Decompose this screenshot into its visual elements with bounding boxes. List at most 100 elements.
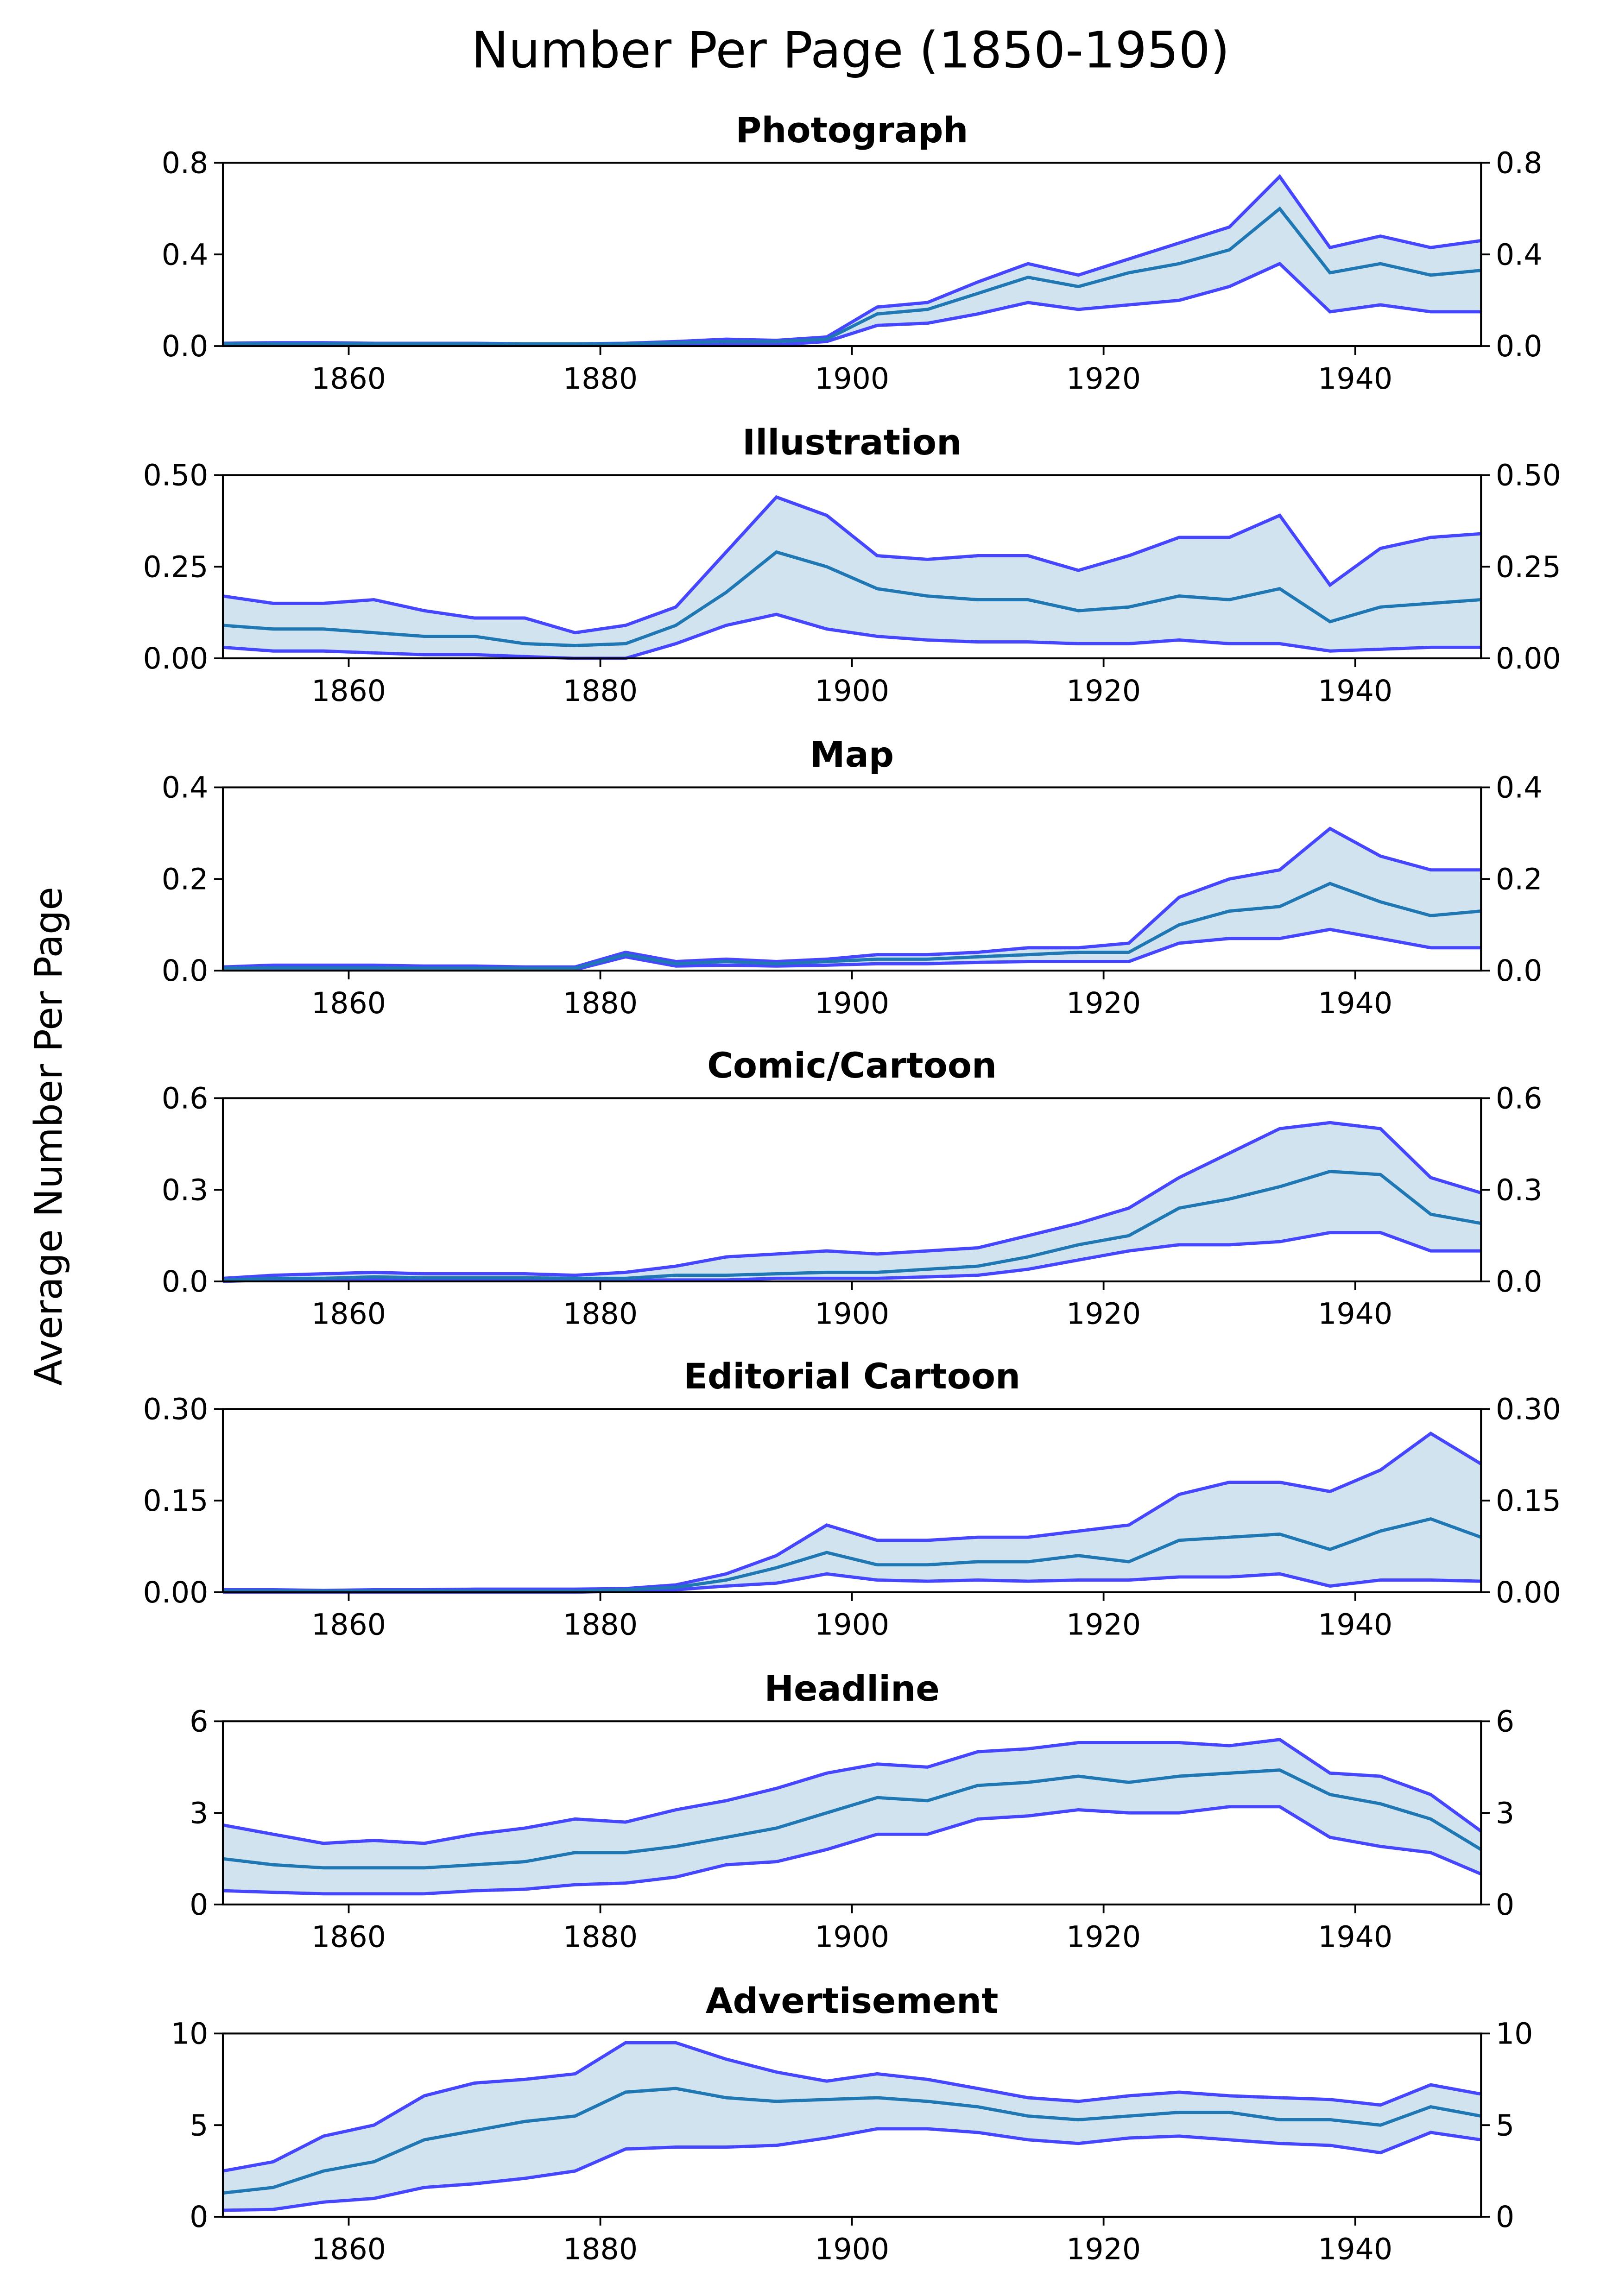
mean-line [222, 550, 1481, 647]
y-tick-label-left: 6 [190, 1704, 208, 1738]
upper-bound-line [222, 1738, 1482, 1845]
x-tick-label: 1940 [1318, 1297, 1392, 1331]
x-tick-label: 1860 [311, 1297, 386, 1331]
y-tick-label-right: 0.6 [1496, 1081, 1543, 1116]
y-tick-label-right: 0.00 [1496, 1575, 1561, 1609]
x-tick-label: 1900 [815, 674, 889, 708]
panel-title: Photograph [736, 110, 968, 151]
x-tick-label: 1940 [1318, 361, 1392, 396]
y-axis-label: Average Number Per Page [27, 887, 71, 1386]
x-tick-label: 1940 [1318, 1920, 1392, 1954]
mean-line [222, 1170, 1481, 1282]
y-tick-label-left: 0.50 [143, 458, 208, 492]
panel-advertisement: Advertisement 1860 1880 1900 1920 1940 0 0 5 5 10 1… [171, 1981, 1533, 2266]
lower-bound-line [222, 1231, 1481, 1283]
lower-bound-line [223, 262, 1481, 347]
y-tick-label-left: 0.4 [162, 237, 209, 271]
y-tick-label-right: 0.25 [1496, 549, 1561, 584]
x-tick-label: 1860 [311, 1608, 386, 1642]
lower-bound-line [223, 927, 1481, 971]
x-tick-label: 1880 [563, 674, 638, 708]
y-tick-label-right: 10 [1496, 2017, 1533, 2051]
x-tick-label: 1860 [311, 361, 386, 396]
x-tick-label: 1880 [563, 2232, 638, 2266]
confidence-band [223, 1123, 1481, 1281]
upper-bound-line [222, 1121, 1482, 1280]
y-tick-label-left: 0.25 [143, 549, 208, 584]
y-tick-label-left: 0.0 [162, 329, 209, 363]
panel-map: Map 1860 1880 1900 1920 1940 0.0 0.0 0.2 0.2 0.4 0.… [162, 734, 1543, 1020]
y-tick-label-left: 0 [190, 2200, 208, 2234]
y-tick-label-left: 0.4 [162, 770, 209, 805]
lower-bound-line [222, 2127, 1481, 2212]
x-tick-label: 1860 [311, 2232, 386, 2266]
panel-title: Map [810, 734, 894, 775]
y-tick-label-right: 0.0 [1496, 1264, 1543, 1299]
y-tick-label-left: 5 [190, 2108, 208, 2142]
y-tick-label-right: 5 [1496, 2108, 1514, 2142]
y-tick-label-right: 0.4 [1496, 237, 1543, 271]
y-tick-label-left: 0.0 [162, 1264, 209, 1299]
x-tick-label: 1940 [1318, 986, 1392, 1020]
y-tick-label-left: 0.8 [162, 146, 209, 180]
y-tick-label-right: 0.2 [1496, 862, 1543, 896]
y-tick-label-left: 0.00 [143, 641, 208, 675]
x-tick-label: 1880 [563, 986, 638, 1020]
x-tick-label: 1900 [815, 1608, 889, 1642]
y-tick-label-right: 3 [1496, 1796, 1514, 1830]
lower-bound-line [222, 612, 1481, 660]
panel-title: Illustration [742, 422, 961, 463]
x-tick-label: 1920 [1066, 2232, 1141, 2266]
mean-line [223, 1517, 1482, 1593]
confidence-band [223, 1433, 1481, 1592]
mean-line [222, 882, 1481, 970]
y-tick-label-right: 0 [1496, 1887, 1514, 1922]
y-tick-label-left: 0.00 [143, 1575, 208, 1609]
panel-editorial-cartoon: Editorial Cartoon 1860 1880 1900 1920 1940 0.0… [143, 1356, 1561, 1642]
panel-illustration: Illustration 1860 1880 1900 1920 1940 0.00 0.00… [143, 422, 1561, 708]
y-tick-label-left: 0.6 [162, 1081, 209, 1116]
y-tick-label-left: 0.15 [143, 1483, 208, 1518]
confidence-band [223, 828, 1481, 970]
upper-bound-line [222, 495, 1481, 635]
x-tick-label: 1860 [311, 1920, 386, 1954]
confidence-band [223, 177, 1481, 345]
panel-title: Advertisement [706, 1981, 999, 2021]
y-tick-label-right: 0 [1496, 2200, 1514, 2234]
x-tick-label: 1940 [1318, 2232, 1392, 2266]
confidence-band [223, 1739, 1481, 1894]
y-tick-label-left: 0.30 [143, 1392, 208, 1426]
y-tick-label-right: 0.4 [1496, 770, 1543, 805]
x-tick-label: 1900 [815, 2232, 889, 2266]
x-tick-label: 1880 [563, 1608, 638, 1642]
x-tick-label: 1900 [815, 1297, 889, 1331]
panel-headline: Headline 1860 1880 1900 1920 1940 0 0 3 3 6 6 [190, 1668, 1514, 1954]
x-tick-label: 1940 [1318, 674, 1392, 708]
x-tick-label: 1860 [311, 674, 386, 708]
x-tick-label: 1920 [1066, 674, 1141, 708]
x-tick-label: 1940 [1318, 1608, 1392, 1642]
y-tick-label-right: 0.0 [1496, 329, 1543, 363]
panel-comic-cartoon: Comic/Cartoon 1860 1880 1900 1920 1940 0.0 0.0 0… [162, 1045, 1543, 1331]
panel-title: Headline [764, 1668, 939, 1709]
y-tick-label-right: 0.00 [1496, 641, 1561, 675]
x-tick-label: 1900 [815, 1920, 889, 1954]
upper-bound-line [222, 826, 1481, 969]
y-tick-label-right: 0.3 [1496, 1173, 1543, 1207]
panel-photograph: Photograph 1860 1880 1900 1920 1940 0.0 0.0 0.4 0… [162, 110, 1543, 396]
upper-bound-line [222, 2041, 1481, 2173]
x-tick-label: 1880 [563, 1297, 638, 1331]
x-tick-label: 1920 [1066, 1920, 1141, 1954]
x-tick-label: 1860 [311, 986, 386, 1020]
y-tick-label-left: 0.3 [162, 1173, 209, 1207]
y-tick-label-right: 0.0 [1496, 953, 1543, 988]
x-tick-label: 1920 [1066, 1608, 1141, 1642]
mean-line [223, 206, 1481, 346]
mean-line [222, 1768, 1482, 1870]
mean-line [222, 2087, 1481, 2195]
y-tick-label-right: 0.8 [1496, 146, 1543, 180]
x-tick-label: 1920 [1066, 986, 1141, 1020]
x-tick-label: 1900 [815, 361, 889, 396]
panel-title: Comic/Cartoon [707, 1045, 997, 1086]
